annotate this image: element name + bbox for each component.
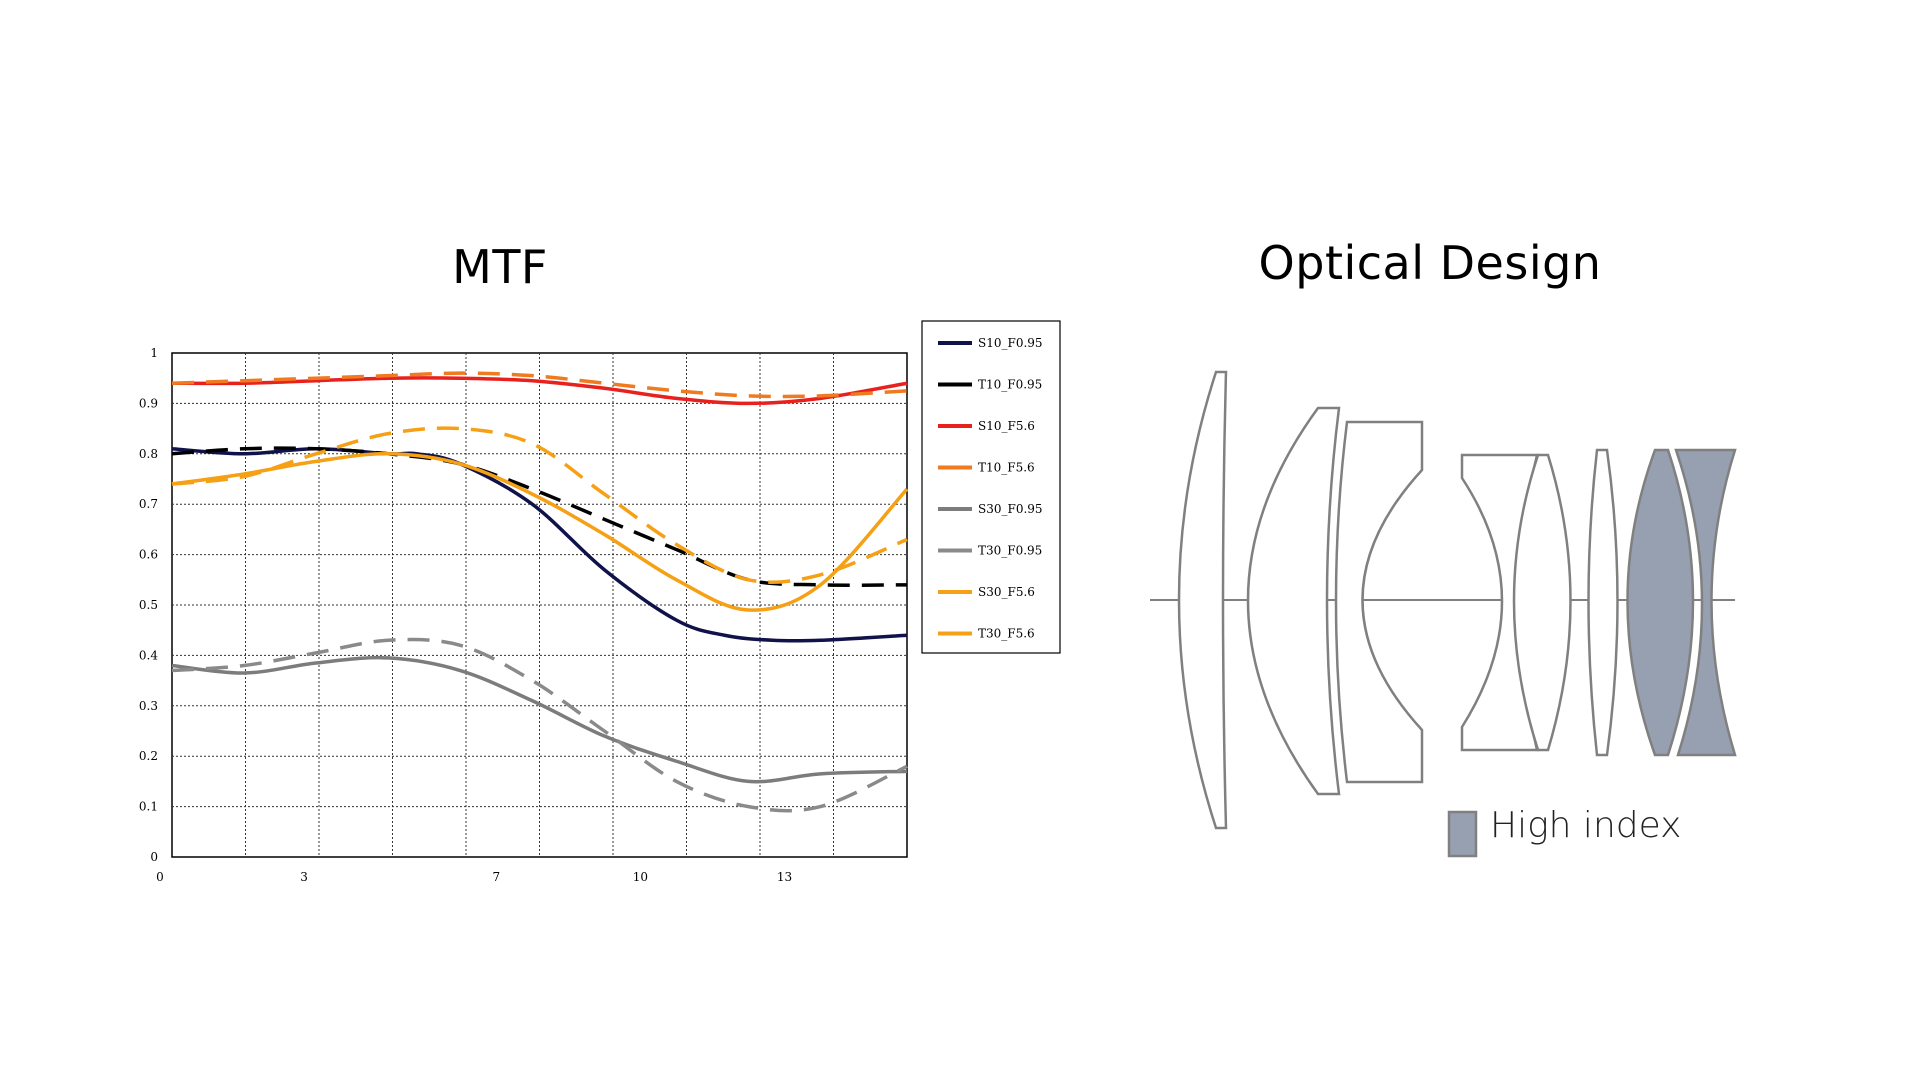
legend-label-s30-f0-95: S30_F0.95	[978, 502, 1043, 516]
y-tick-label: 0.4	[139, 648, 158, 662]
x-tick-label: 0	[156, 870, 164, 884]
y-tick-label: 0.5	[139, 598, 158, 612]
high-index-element-1	[1626, 448, 1695, 757]
lens-element-5	[1512, 453, 1572, 752]
series-line-s30-f0-95	[171, 655, 908, 784]
legend-label-t10-f0-95: T10_F0.95	[978, 378, 1042, 392]
x-tick-label: 13	[777, 870, 792, 884]
x-tick-label: 7	[492, 870, 500, 884]
mtf-title: MTF	[452, 240, 548, 294]
high-index-swatch	[1447, 810, 1478, 858]
lens-element-1	[1177, 370, 1228, 830]
legend-label-t10-f5-6: T10_F5.6	[978, 461, 1035, 475]
lens-element-3	[1334, 420, 1424, 784]
high-index-element-2	[1674, 448, 1737, 757]
legend-label-t30-f0-95: T30_F0.95	[978, 544, 1042, 558]
y-tick-label: 0.6	[139, 548, 158, 562]
series-line-t10-f5-6	[171, 371, 908, 399]
series-line-t30-f0-95	[171, 637, 908, 813]
lens-element-2	[1246, 406, 1341, 796]
mtf-chart: 00.10.20.30.40.50.60.70.80.910 3 7 10 13S10_…	[139, 320, 1061, 884]
y-tick-label: 0.9	[139, 396, 158, 410]
legend-label-s10-f5-6: S10_F5.6	[978, 419, 1035, 433]
optical-design-title: Optical Design	[1258, 236, 1602, 290]
x-tick-label: 3	[300, 870, 308, 884]
legend-label-t30-f5-6: T30_F5.6	[978, 627, 1035, 641]
y-tick-label: 0.7	[139, 497, 158, 511]
y-tick-label: 0.8	[139, 447, 158, 461]
y-tick-label: 0.1	[139, 800, 158, 814]
legend-label-s30-f5-6: S30_F5.6	[978, 585, 1035, 599]
y-tick-label: 1	[150, 346, 158, 360]
high-index-label: High index	[1490, 805, 1682, 846]
x-tick-label: 10	[633, 870, 648, 884]
series-line-s30-f5-6	[171, 452, 909, 612]
series-line-t30-f5-6	[171, 426, 908, 584]
y-tick-label: 0	[150, 850, 158, 864]
y-tick-label: 0.3	[139, 699, 158, 713]
y-tick-label: 0.2	[139, 749, 158, 763]
legend-label-s10-f0-95: S10_F0.95	[978, 336, 1043, 350]
legend-box	[921, 320, 1061, 654]
series-line-s10-f5-6	[171, 376, 908, 406]
lens-element-6	[1587, 448, 1619, 757]
